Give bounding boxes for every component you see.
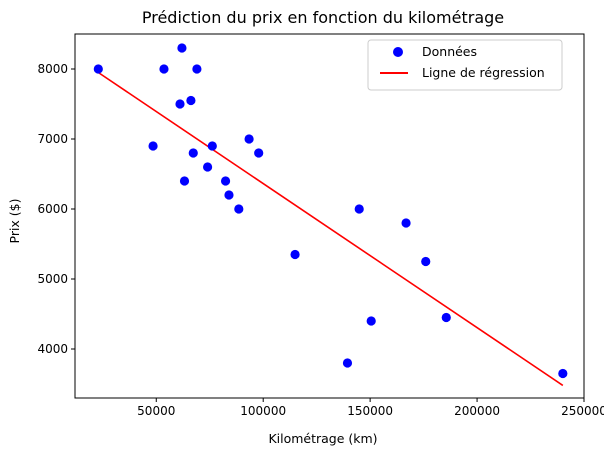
- data-point: [177, 43, 187, 53]
- data-point: [441, 312, 451, 323]
- data-point: [244, 134, 254, 144]
- data-point: [254, 148, 264, 158]
- data-point: [220, 176, 231, 186]
- x-tick-label: 50000: [137, 404, 175, 418]
- x-tick-label: 200000: [454, 404, 500, 418]
- data-point: [148, 141, 158, 151]
- data-point: [342, 358, 353, 368]
- data-point: [207, 141, 217, 151]
- y-tick-label: 6000: [37, 202, 68, 216]
- data-point: [159, 64, 169, 74]
- data-point: [192, 64, 202, 74]
- legend-label-donnees: Données: [422, 44, 477, 59]
- data-point: [188, 148, 198, 158]
- data-point: [202, 162, 213, 172]
- data-point: [354, 204, 364, 214]
- data-point: [234, 204, 244, 214]
- data-point: [421, 256, 431, 267]
- data-point: [175, 99, 185, 109]
- y-tick-label: 7000: [37, 132, 68, 146]
- regression-line: [97, 71, 564, 387]
- legend-box: [367, 39, 563, 91]
- y-axis-label: Prix ($): [7, 198, 22, 243]
- chart-title: Prédiction du prix en fonction du kilomé…: [142, 8, 504, 27]
- data-point: [224, 190, 234, 200]
- data-point: [401, 218, 411, 228]
- axes-frame: [74, 33, 585, 399]
- data-point: [93, 64, 103, 74]
- plot-layer: [93, 43, 568, 387]
- data-point: [558, 368, 568, 379]
- x-axis-label: Kilométrage (km): [268, 431, 377, 446]
- legend: Données Ligne de régression: [367, 39, 563, 91]
- legend-marker-donnees: [393, 47, 403, 57]
- data-point: [179, 176, 190, 186]
- data-point: [290, 249, 300, 260]
- x-tick-label: 250000: [561, 404, 604, 418]
- x-tick-label: 100000: [240, 404, 286, 418]
- y-axis-ticks: 4000 5000 6000 7000 8000: [37, 62, 75, 356]
- data-point: [366, 316, 376, 326]
- x-tick-label: 150000: [347, 404, 393, 418]
- x-axis-ticks: 50000 100000 150000 200000 250000: [137, 398, 604, 418]
- y-tick-label: 4000: [37, 342, 68, 356]
- y-tick-label: 8000: [37, 62, 68, 76]
- legend-label-regression: Ligne de régression: [422, 65, 545, 80]
- y-tick-label: 5000: [37, 272, 68, 286]
- data-point: [186, 95, 196, 106]
